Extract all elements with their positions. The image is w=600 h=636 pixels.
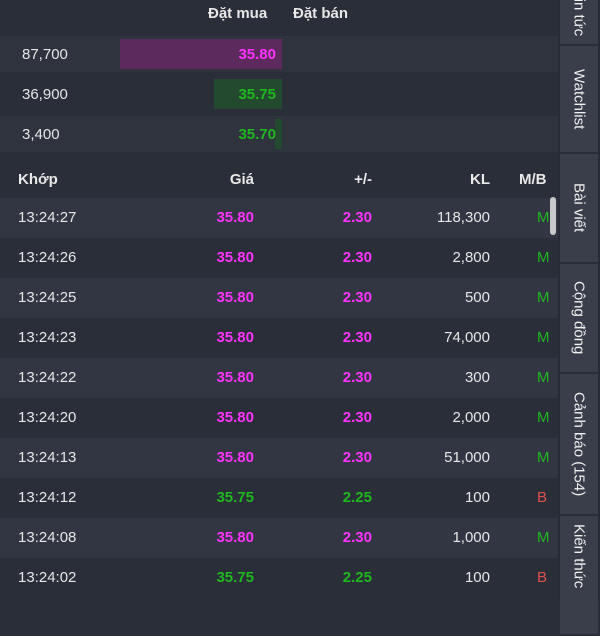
trade-price: 35.80 [216,329,254,346]
bid-price[interactable]: 35.70 [238,126,276,143]
trade-side: M [537,449,550,466]
trade-side: B [537,489,548,506]
trade-change: 2.25 [342,489,372,506]
trade-change: 2.30 [342,529,372,546]
trade-change: 2.30 [342,329,372,346]
trade-side: M [537,329,550,346]
right-sidebar: Tin tức Watchlist Bài viết Cộng đồng Cảnh bá… [558,0,600,636]
trade-change: 2.30 [342,449,372,466]
trade-row[interactable]: 13:24:12 35.75 2.25 100 B [0,478,558,518]
bid-volume: 87,700 [22,46,68,63]
trades-header: Khớp Giá +/- KL M/B [0,158,558,198]
ask-header: Đặt bán [293,5,349,22]
main-panel: Đặt mua Đặt bán 87,700 35.80 36,900 35.75 3,… [0,0,558,598]
sidebar-tab-label: Bài viết [570,183,588,233]
sidebar-tab-label: Cộng đồng [570,281,588,355]
sidebar-tab-3[interactable]: Cộng đồng [560,264,598,374]
trade-change: 2.30 [342,289,372,306]
trade-row[interactable]: 13:24:26 35.80 2.30 2,800 M [0,238,558,278]
trade-side: B [537,569,548,586]
trade-price: 35.80 [216,449,254,466]
trade-price: 35.75 [216,489,254,506]
orderbook-header: Đặt mua Đặt bán [0,0,558,34]
trade-price: 35.75 [216,569,254,586]
trade-volume: 2,000 [452,409,490,426]
orderbook-row[interactable]: 3,400 35.70 [0,116,558,152]
orderbook-row[interactable]: 87,700 35.80 [0,36,558,72]
trade-volume: 2,800 [452,249,490,266]
trade-volume: 300 [464,369,490,386]
trade-row[interactable]: 13:24:02 35.75 2.25 100 B [0,558,558,598]
trade-volume: 51,000 [444,449,490,466]
trade-side: M [537,209,550,226]
scrollbar[interactable] [550,197,556,235]
trade-price: 35.80 [216,369,254,386]
trade-row[interactable]: 13:24:22 35.80 2.30 300 M [0,358,558,398]
trade-volume: 118,300 [436,209,490,226]
sidebar-tab-label: Watchlist [570,68,588,130]
trade-row[interactable]: 13:24:20 35.80 2.30 2,000 M [0,398,558,438]
orderbook-row[interactable]: 36,900 35.75 [0,76,558,112]
trades-list[interactable]: 13:24:27 35.80 2.30 118,300 M 13:24:26 35.80 2.… [0,198,558,598]
trade-time: 13:24:23 [18,329,77,346]
trade-change: 2.30 [342,209,372,226]
sidebar-tab-4[interactable]: Cảnh báo (154) [560,374,598,516]
trade-price: 35.80 [216,209,254,226]
sidebar-tab-label: Tin tức [570,0,588,36]
bid-header: Đặt mua [208,5,268,22]
sidebar-tab-0[interactable]: Tin tức [560,0,598,46]
trade-price: 35.80 [216,289,254,306]
bid-depth-bar [275,119,282,149]
bid-depth-bar [214,79,282,109]
trade-time: 13:24:12 [18,489,77,506]
trade-volume: 100 [464,569,490,586]
side-header: M/B [519,171,547,188]
trade-row[interactable]: 13:24:13 35.80 2.30 51,000 M [0,438,558,478]
trade-time: 13:24:25 [18,289,77,306]
bid-volume: 3,400 [22,126,60,143]
trade-time: 13:24:02 [18,569,77,586]
trade-side: M [537,289,550,306]
trade-volume: 100 [464,489,490,506]
sidebar-tab-1[interactable]: Watchlist [560,46,598,154]
trade-row[interactable]: 13:24:23 35.80 2.30 74,000 M [0,318,558,358]
trade-change: 2.25 [342,569,372,586]
price-header: Giá [229,171,254,188]
trade-side: M [537,409,550,426]
trade-time: 13:24:22 [18,369,77,386]
trade-time: 13:24:13 [18,449,77,466]
sidebar-tab-label: Cảnh báo (154) [570,391,588,497]
sidebar-tab-label: Kiến thức [570,524,588,589]
sidebar-tab-2[interactable]: Bài viết [560,154,598,264]
trade-price: 35.80 [216,409,254,426]
trade-volume: 74,000 [444,329,490,346]
trade-time: 13:24:27 [18,209,77,226]
trade-row[interactable]: 13:24:27 35.80 2.30 118,300 M [0,198,558,238]
trade-volume: 1,000 [452,529,490,546]
trade-time: 13:24:08 [18,529,77,546]
trade-side: M [537,529,550,546]
trade-side: M [537,369,550,386]
trade-change: 2.30 [342,249,372,266]
volume-header: KL [470,171,490,188]
trade-side: M [537,249,550,266]
trade-row[interactable]: 13:24:08 35.80 2.30 1,000 M [0,518,558,558]
trade-volume: 500 [464,289,490,306]
trade-time: 13:24:26 [18,249,77,266]
bid-price[interactable]: 35.80 [238,46,276,63]
trade-row[interactable]: 13:24:25 35.80 2.30 500 M [0,278,558,318]
time-header: Khớp [18,171,58,188]
trade-price: 35.80 [216,249,254,266]
change-header: +/- [354,171,372,188]
trade-time: 13:24:20 [18,409,77,426]
trade-change: 2.30 [342,369,372,386]
bid-volume: 36,900 [22,86,68,103]
bid-depth-bar [120,39,282,69]
trade-price: 35.80 [216,529,254,546]
trade-change: 2.30 [342,409,372,426]
sidebar-tab-5[interactable]: Kiến thức [560,516,598,636]
bid-price[interactable]: 35.75 [238,86,276,103]
